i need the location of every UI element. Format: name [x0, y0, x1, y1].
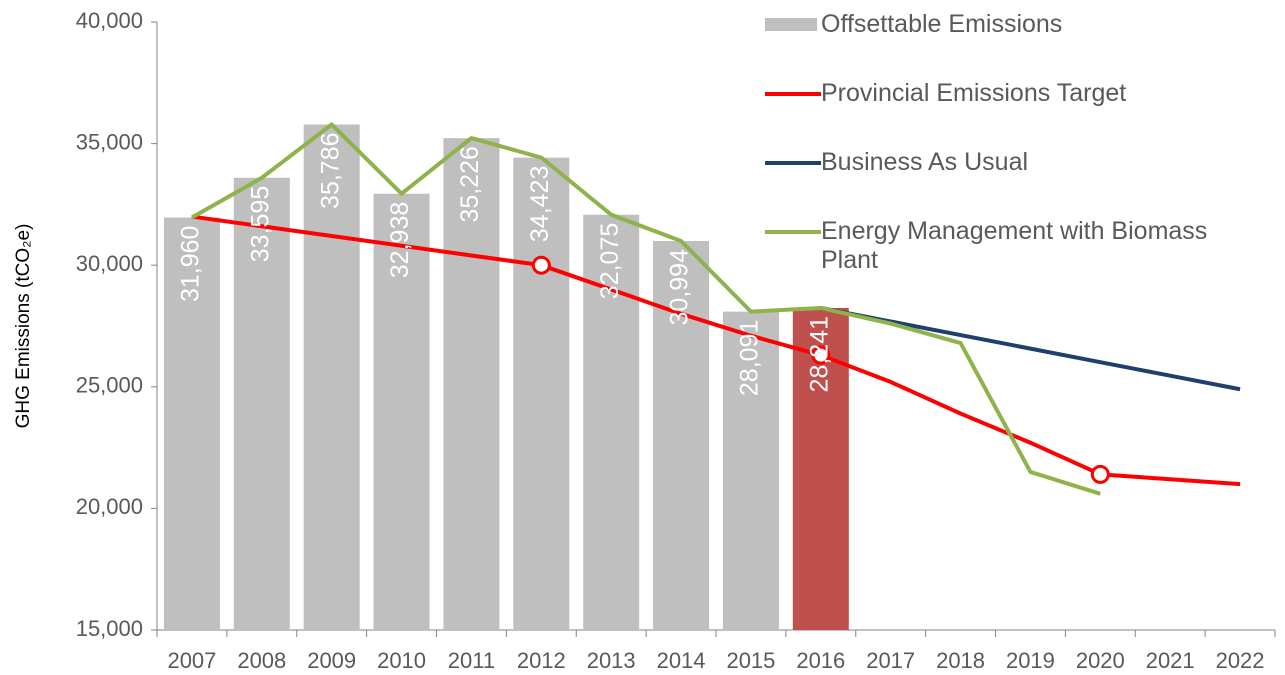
- legend-label: Offsettable Emissions: [821, 10, 1063, 38]
- value-label: 35,226: [456, 146, 484, 222]
- x-tick-label: 2021: [1146, 648, 1195, 673]
- bar: [233, 177, 290, 630]
- value-label: 31,960: [177, 226, 205, 302]
- legend-entry: Provincial Emissions Target: [765, 79, 1265, 148]
- legend-label: Energy Management with Biomass Plant: [821, 217, 1208, 274]
- y-tick-label: 40,000: [76, 8, 143, 33]
- bar: [443, 138, 500, 630]
- legend-entry: Business As Usual: [765, 148, 1265, 217]
- legend-swatch: [765, 79, 821, 108]
- x-tick-label: 2008: [237, 648, 286, 673]
- value-label: 34,423: [526, 166, 554, 242]
- y-tick-label: 15,000: [76, 616, 143, 641]
- legend: Offsettable Emissions Provincial Emission…: [765, 10, 1265, 286]
- legend-swatch: [765, 217, 821, 246]
- y-tick-label: 20,000: [76, 494, 143, 519]
- x-tick-label: 2020: [1076, 648, 1125, 673]
- marker: [1090, 464, 1110, 484]
- value-label: 32,075: [596, 223, 624, 299]
- marker: [531, 255, 551, 275]
- legend-entry: Energy Management with Biomass Plant: [765, 217, 1265, 286]
- x-tick-label: 2016: [796, 648, 845, 673]
- x-tick-label: 2013: [587, 648, 636, 673]
- marker: [811, 345, 831, 365]
- y-tick-label: 25,000: [76, 373, 143, 398]
- x-tick-label: 2018: [936, 648, 985, 673]
- bar: [303, 124, 360, 630]
- x-tick-label: 2011: [448, 648, 495, 673]
- x-tick-label: 2009: [307, 648, 356, 673]
- y-tick-label: 35,000: [76, 129, 143, 154]
- bar: [513, 157, 570, 631]
- legend-label: Provincial Emissions Target: [821, 79, 1127, 107]
- x-tick-label: 2019: [1006, 648, 1055, 673]
- x-tick-label: 2017: [866, 648, 915, 673]
- x-tick-label: 2007: [167, 648, 216, 673]
- x-tick-label: 2012: [517, 648, 566, 673]
- legend-swatch: [765, 148, 821, 177]
- bar: [163, 217, 220, 630]
- line: [191, 214, 1241, 487]
- x-tick-label: 2022: [1216, 648, 1265, 673]
- value-label: 28,241: [805, 316, 833, 392]
- legend-entry: Offsettable Emissions: [765, 10, 1265, 79]
- value-label: 33,595: [246, 186, 274, 262]
- y-axis-label: GHG Emissions (tCO₂e): [13, 224, 34, 429]
- y-tick-label: 30,000: [76, 251, 143, 276]
- value-label: 30,994: [666, 249, 694, 326]
- line: [190, 122, 1101, 496]
- bar: [722, 311, 779, 630]
- legend-label: Business As Usual: [821, 148, 1029, 176]
- value-label: 35,786: [316, 132, 344, 208]
- value-label: 28,091: [736, 320, 764, 396]
- legend-swatch: [765, 10, 821, 39]
- x-tick-label: 2010: [377, 648, 426, 673]
- value-label: 32,938: [386, 202, 414, 278]
- bar: [373, 193, 430, 630]
- x-tick-label: 2015: [726, 648, 775, 673]
- x-tick-label: 2014: [657, 648, 706, 673]
